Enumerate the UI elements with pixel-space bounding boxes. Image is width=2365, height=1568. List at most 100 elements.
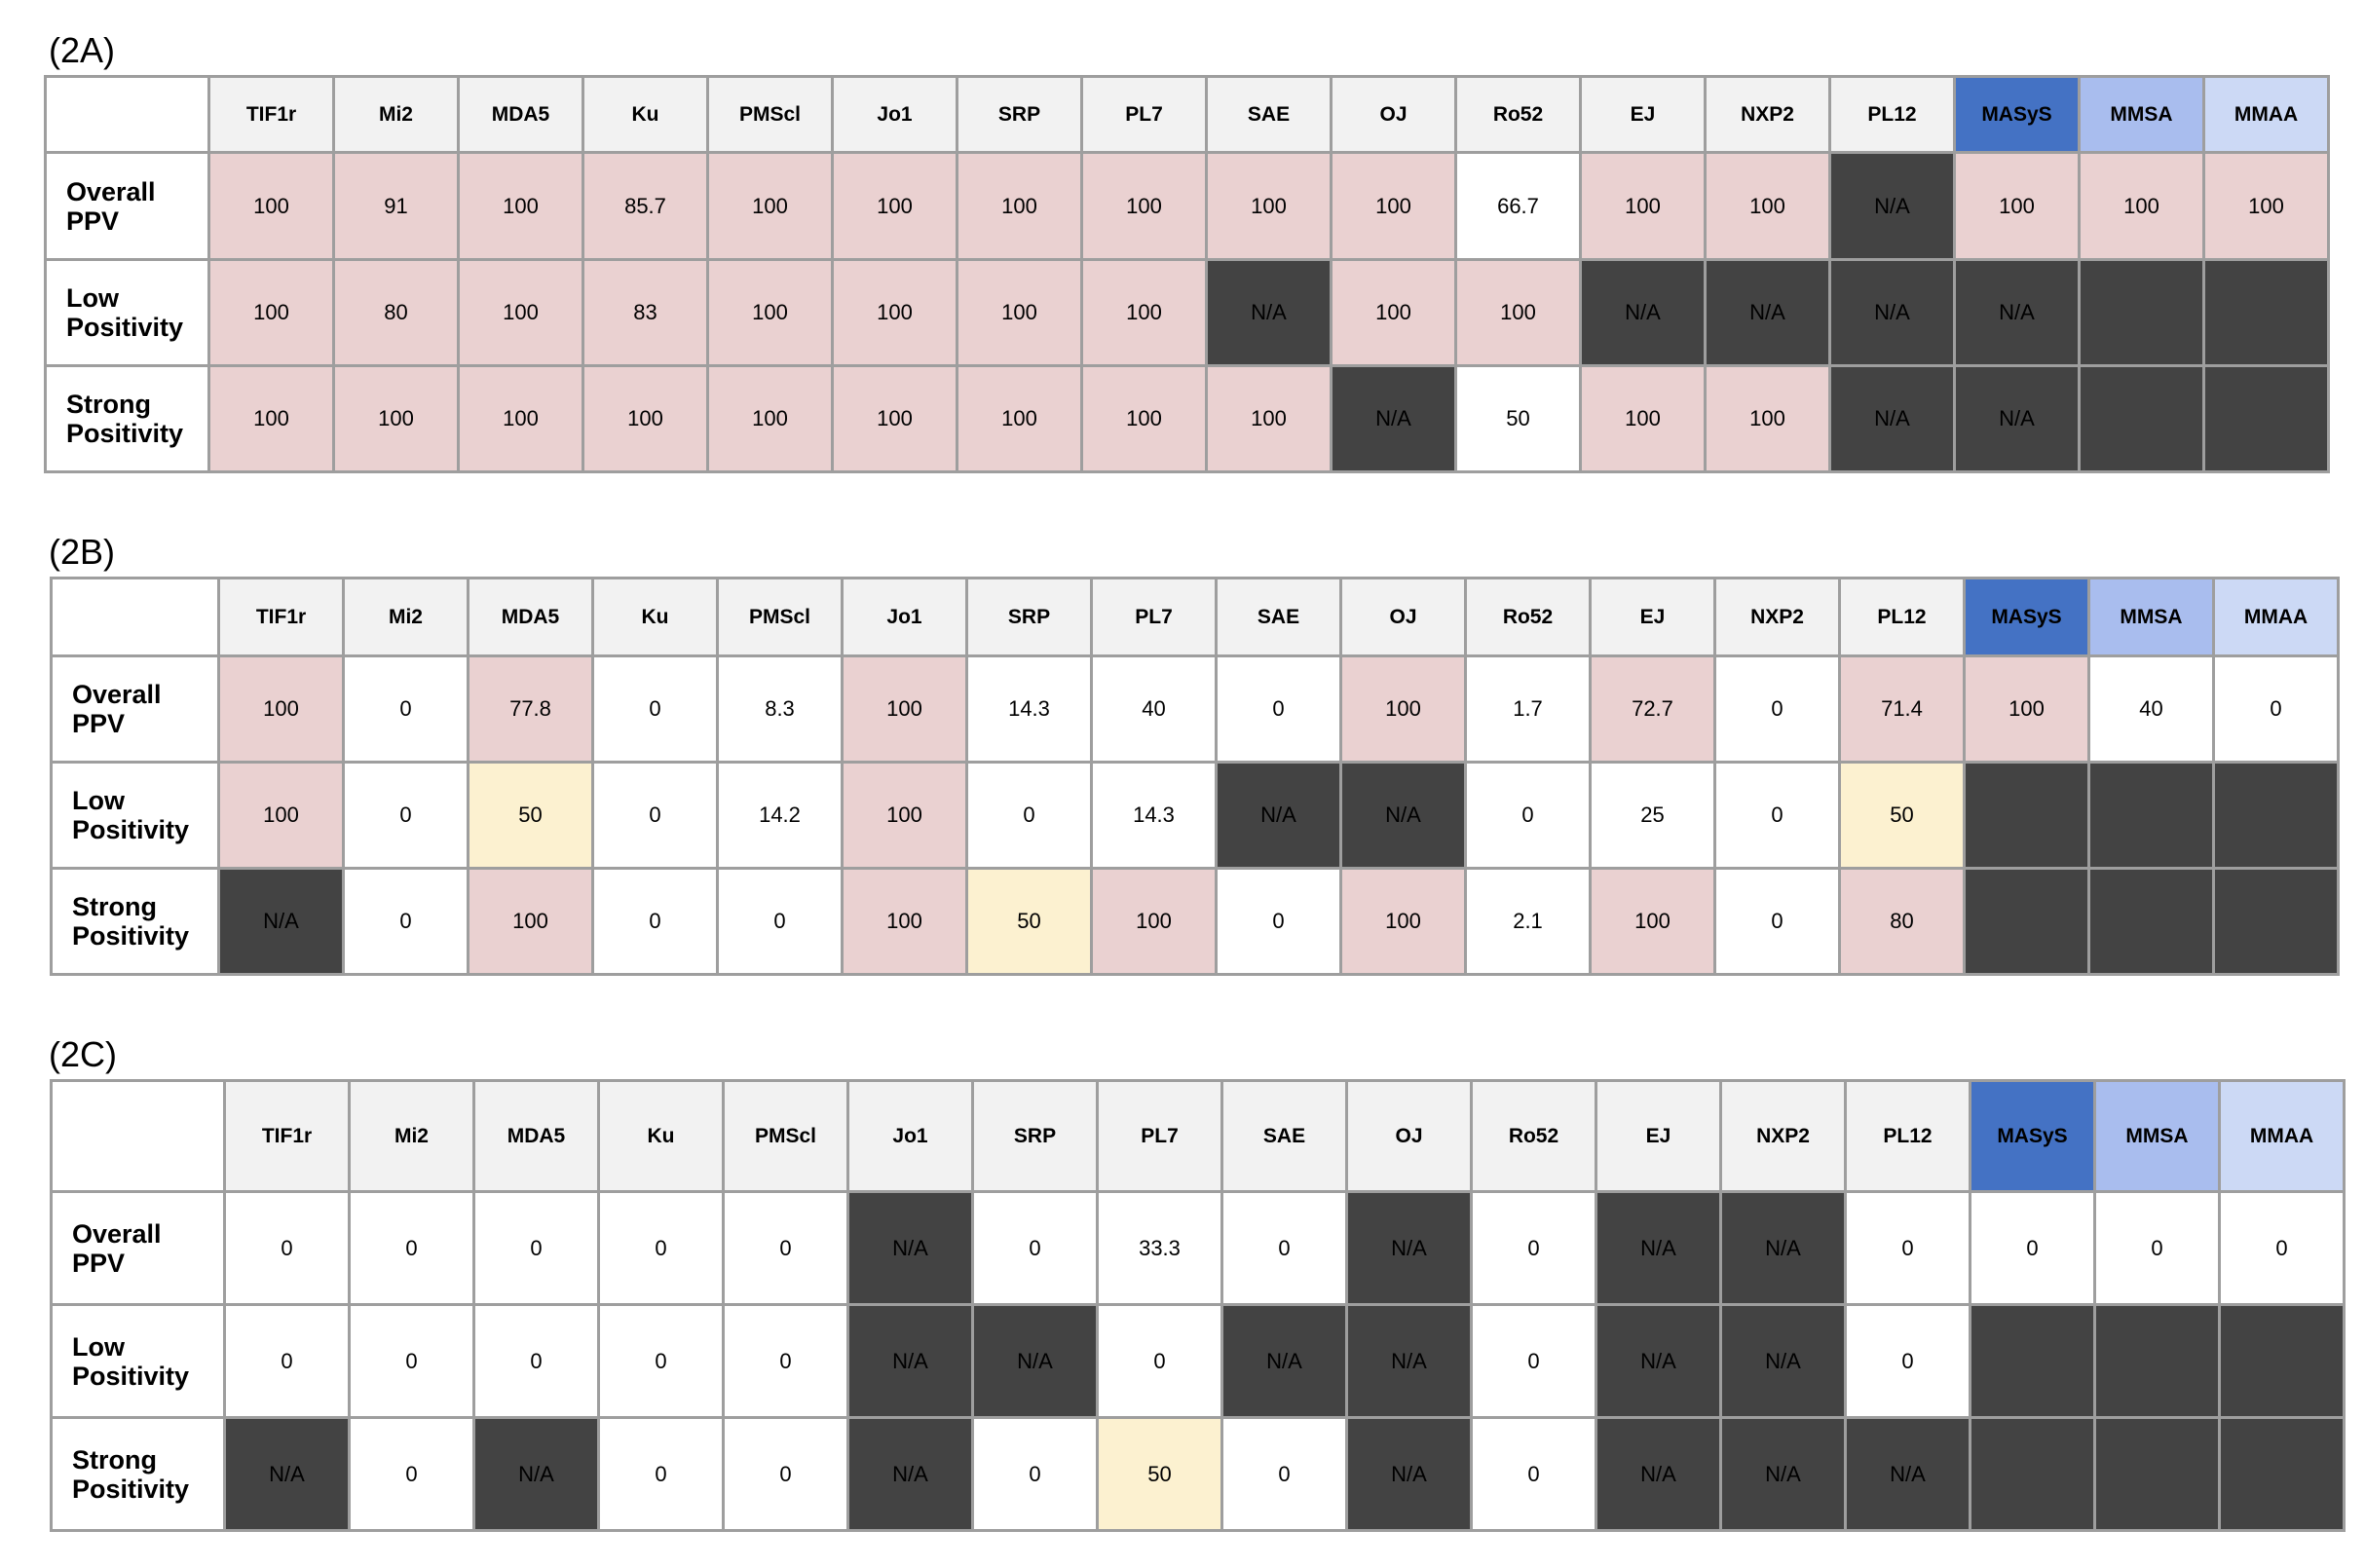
value-cell: N/A (223, 1416, 351, 1532)
value-cell: 100 (1080, 151, 1208, 261)
value-cell: N/A (1828, 258, 1956, 367)
column-header-jo1: Jo1 (846, 1079, 974, 1193)
column-header-pl7: PL7 (1090, 577, 1218, 657)
column-header-nxp2: NXP2 (1704, 75, 1831, 154)
value-cell: 100 (1454, 258, 1582, 367)
value-cell: 77.8 (467, 654, 594, 764)
value-cell: 85.7 (582, 151, 709, 261)
value-cell: 100 (1090, 867, 1218, 976)
value-cell (2218, 1416, 2346, 1532)
column-header-pmscl: PMScl (716, 577, 844, 657)
row-label-line: PPV (72, 709, 126, 738)
value-cell: 0 (223, 1190, 351, 1306)
table-row: Strong Positivity 100 100 100 100 100 100 100 100… (44, 364, 2330, 473)
corner-cell (44, 75, 210, 154)
column-header-ej: EJ (1579, 75, 1707, 154)
row-label: Low Positivity (44, 258, 210, 367)
column-header-srp: SRP (956, 75, 1083, 154)
value-cell: 50 (965, 867, 1093, 976)
value-cell: 0 (1713, 654, 1841, 764)
value-cell (2087, 761, 2215, 870)
row-label: Strong Positivity (44, 364, 210, 473)
column-header-ro52: Ro52 (1464, 577, 1592, 657)
value-cell: 100 (1205, 151, 1333, 261)
row-label-line: Low (72, 786, 125, 815)
table-row: Overall PPV 100 91 100 85.7 100 100 100 100 100 100… (44, 151, 2330, 261)
ppv-table-2b: TIF1r Mi2 MDA5 Ku PMScl Jo1 SRP PL7 SAE OJ Ro52 EJ N… (50, 577, 2340, 976)
table-row: Overall PPV 100 0 77.8 0 8.3 100 14.3 40 0 100 1.7 72… (50, 654, 2340, 764)
value-cell: 100 (467, 867, 594, 976)
value-cell: 80 (332, 258, 460, 367)
value-cell: 100 (332, 364, 460, 473)
value-cell: 100 (1080, 364, 1208, 473)
value-cell: N/A (1844, 1416, 1971, 1532)
table-row: Low Positivity 100 80 100 83 100 100 100 100 N/A 10… (44, 258, 2330, 367)
row-label: Overall PPV (44, 151, 210, 261)
value-cell: 0 (2218, 1190, 2346, 1306)
row-label-line: Overall (72, 680, 162, 709)
value-cell: N/A (1215, 761, 1342, 870)
panel-label: (2B) (49, 532, 116, 572)
row-label: Strong Positivity (50, 1416, 226, 1532)
value-cell: N/A (1719, 1190, 1847, 1306)
value-cell: 0 (472, 1303, 600, 1419)
column-header-mmsa: MMSA (2087, 577, 2215, 657)
value-cell: 0 (1844, 1190, 1971, 1306)
column-header-mmaa: MMAA (2212, 577, 2340, 657)
column-header-oj: OJ (1330, 75, 1457, 154)
value-cell: 0 (1713, 761, 1841, 870)
header-row: TIF1r Mi2 MDA5 Ku PMScl Jo1 SRP PL7 SAE OJ Ro52 EJ N… (44, 75, 2330, 154)
value-cell: 0 (2093, 1190, 2221, 1306)
value-cell (2093, 1303, 2221, 1419)
row-label-line: Positivity (72, 815, 190, 844)
value-cell: 100 (831, 258, 958, 367)
value-cell: 0 (722, 1416, 849, 1532)
value-cell: 100 (1589, 867, 1716, 976)
row-label-line: Positivity (72, 1474, 190, 1504)
value-cell (2078, 258, 2205, 367)
value-cell (1963, 761, 2090, 870)
value-cell: N/A (1719, 1416, 1847, 1532)
value-cell: 0 (716, 867, 844, 976)
row-label-line: PPV (66, 205, 120, 236)
table-row: Overall PPV 0 0 0 0 0 N/A 0 33.3 0 N/A 0 N/A N/A 0 0 0 0 (50, 1190, 2346, 1306)
value-cell: 100 (1704, 151, 1831, 261)
value-cell: 100 (1953, 151, 2081, 261)
column-header-oj: OJ (1345, 1079, 1473, 1193)
value-cell: 100 (217, 654, 345, 764)
ppv-table-2a: TIF1r Mi2 MDA5 Ku PMScl Jo1 SRP PL7 SAE OJ Ro52 EJ N… (44, 75, 2330, 473)
value-cell: 100 (1330, 258, 1457, 367)
row-label-line: Strong (72, 892, 157, 921)
value-cell: 8.3 (716, 654, 844, 764)
row-label: Overall PPV (50, 1190, 226, 1306)
value-cell: 0 (348, 1190, 475, 1306)
value-cell: 100 (217, 761, 345, 870)
corner-cell (50, 577, 220, 657)
value-cell: 100 (841, 761, 968, 870)
table-row: Strong Positivity N/A 0 100 0 0 100 50 100 0 100 2.1… (50, 867, 2340, 976)
value-cell: 100 (457, 151, 584, 261)
value-cell: 100 (207, 364, 335, 473)
value-cell: 100 (207, 258, 335, 367)
column-header-mi2: Mi2 (342, 577, 469, 657)
value-cell: 100 (1330, 151, 1457, 261)
value-cell: 100 (956, 364, 1083, 473)
column-header-tif1r: TIF1r (217, 577, 345, 657)
value-cell: N/A (1828, 151, 1956, 261)
value-cell: 0 (223, 1303, 351, 1419)
value-cell: 100 (1080, 258, 1208, 367)
value-cell: N/A (1595, 1190, 1722, 1306)
value-cell: 50 (1454, 364, 1582, 473)
value-cell (1969, 1303, 2096, 1419)
value-cell: 100 (1339, 654, 1467, 764)
column-header-tif1r: TIF1r (207, 75, 335, 154)
value-cell: 0 (971, 1190, 1099, 1306)
value-cell: 0 (597, 1190, 725, 1306)
header-row: TIF1r Mi2 MDA5 Ku PMScl Jo1 SRP PL7 SAE OJ Ro52 EJ N… (50, 577, 2340, 657)
row-label: Low Positivity (50, 761, 220, 870)
column-header-mmsa: MMSA (2078, 75, 2205, 154)
value-cell: 0 (1470, 1190, 1597, 1306)
value-cell: 100 (1205, 364, 1333, 473)
value-cell: 0 (1470, 1416, 1597, 1532)
value-cell: 100 (457, 258, 584, 367)
